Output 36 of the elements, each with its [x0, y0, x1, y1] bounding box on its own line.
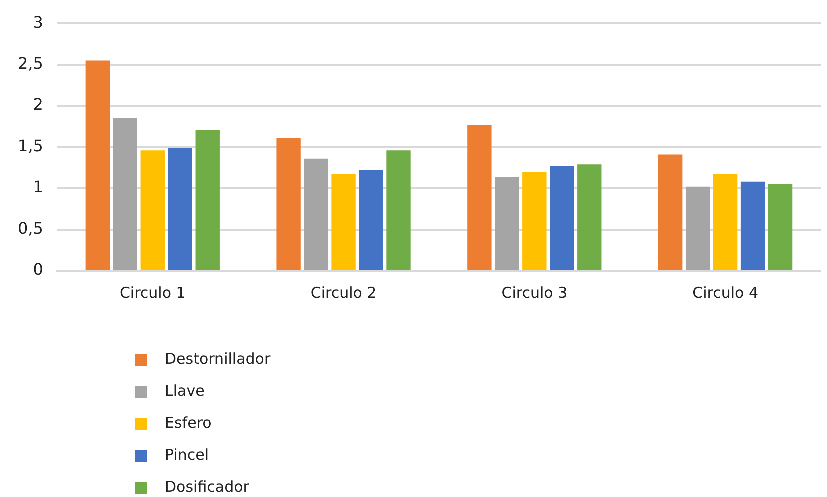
bar	[196, 130, 220, 270]
legend-label: Llave	[165, 382, 205, 400]
bar	[113, 118, 138, 270]
bar	[495, 176, 520, 270]
bar	[276, 138, 301, 270]
y-tick-label: 2,5	[18, 54, 44, 73]
bar	[359, 170, 384, 270]
bar	[713, 174, 738, 270]
x-tick-label: Circulo 3	[502, 284, 568, 302]
y-tick-label: 2	[33, 95, 44, 114]
legend-label: Dosificador	[165, 478, 250, 496]
y-tick-label: 1	[33, 178, 44, 197]
bar	[522, 172, 547, 270]
bar	[658, 154, 683, 270]
bar	[550, 166, 574, 270]
y-tick-label: 3	[33, 12, 44, 32]
x-tick-label: Circulo 4	[692, 284, 758, 302]
bar	[686, 186, 710, 270]
bar	[578, 164, 602, 270]
legend-label: Esfero	[165, 414, 212, 432]
bar	[768, 184, 793, 270]
x-tick-label: Circulo 1	[120, 284, 186, 302]
bar	[304, 158, 328, 270]
bar	[86, 60, 110, 270]
bar	[468, 125, 492, 270]
y-tick-label: 1,5	[18, 136, 44, 156]
bar	[386, 150, 411, 270]
legend-label: Pincel	[165, 446, 210, 464]
bar	[140, 150, 165, 270]
x-tick-label: Circulo 2	[310, 284, 377, 302]
y-tick-label: 0	[33, 260, 44, 280]
bar	[740, 182, 766, 270]
y-tick-label: 0,5	[18, 218, 44, 238]
bar	[168, 148, 192, 270]
legend-label: Destornillador	[165, 350, 272, 368]
bar	[332, 174, 356, 270]
